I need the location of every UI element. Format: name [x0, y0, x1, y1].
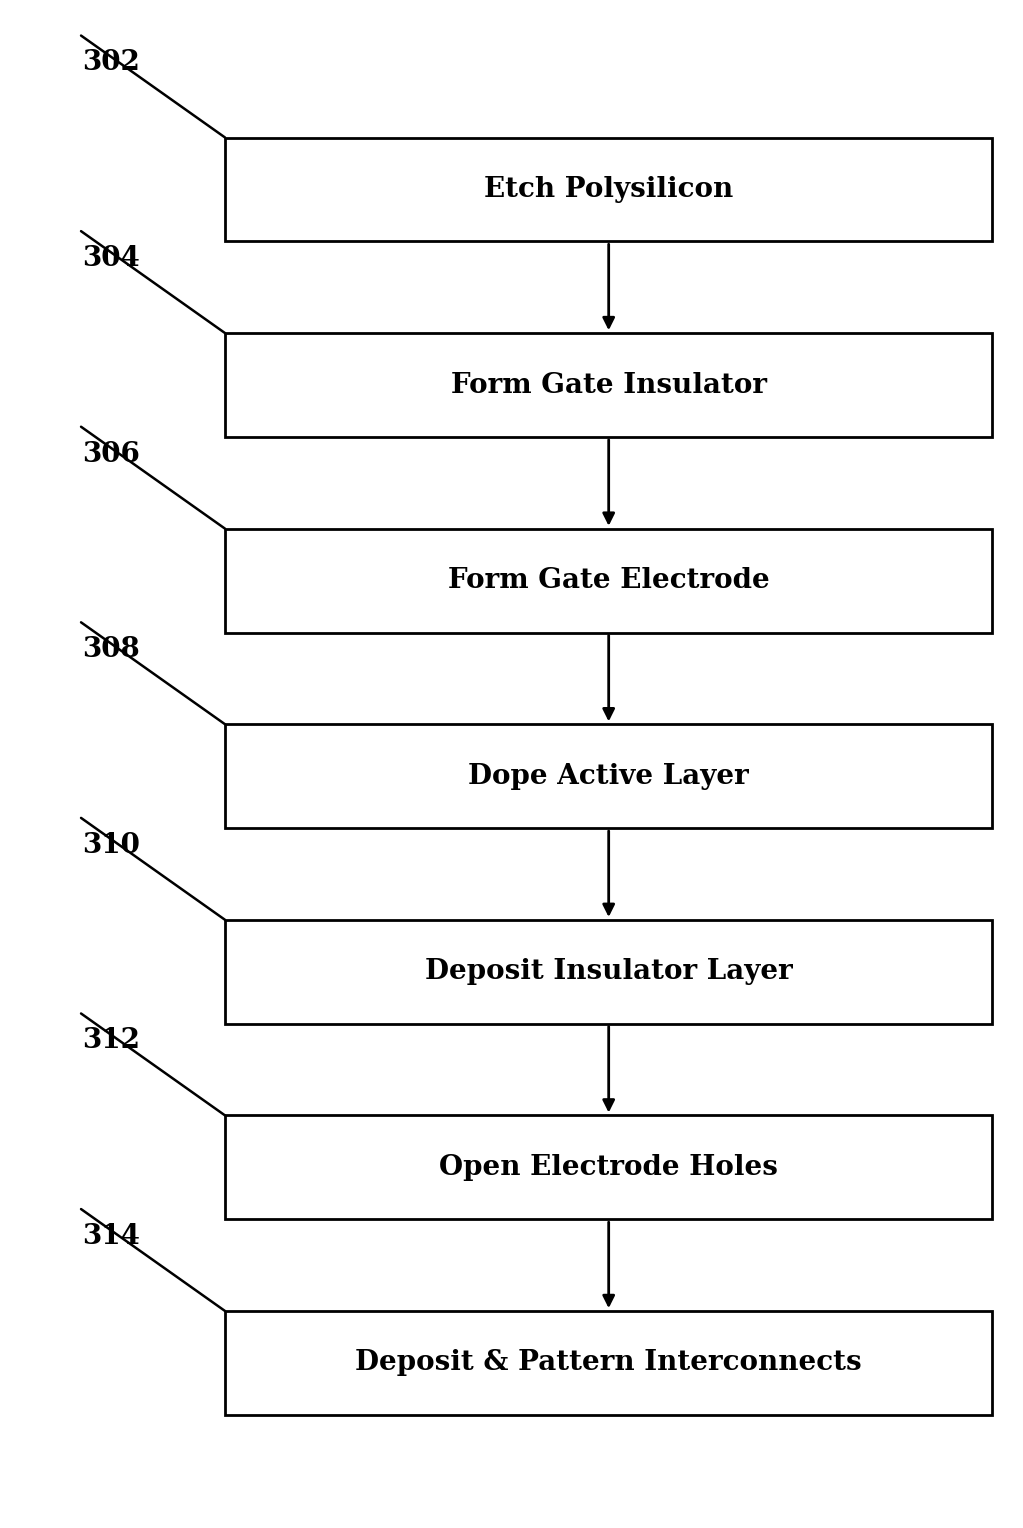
Text: Deposit & Pattern Interconnects: Deposit & Pattern Interconnects — [355, 1349, 862, 1377]
Bar — [225, 920, 992, 1024]
Text: 310: 310 — [82, 831, 140, 859]
Bar — [225, 529, 992, 633]
Text: 312: 312 — [82, 1027, 140, 1054]
Text: 304: 304 — [82, 244, 139, 272]
Text: Form Gate Insulator: Form Gate Insulator — [451, 371, 766, 399]
Bar — [225, 1115, 992, 1219]
Text: Form Gate Electrode: Form Gate Electrode — [448, 567, 769, 594]
Text: 314: 314 — [82, 1222, 140, 1250]
Text: 306: 306 — [82, 440, 140, 468]
Text: Dope Active Layer: Dope Active Layer — [469, 762, 749, 790]
Bar — [225, 1311, 992, 1415]
Bar — [225, 138, 992, 241]
Text: Open Electrode Holes: Open Electrode Holes — [439, 1154, 779, 1181]
Text: 302: 302 — [82, 49, 140, 76]
Bar — [225, 333, 992, 437]
Text: Deposit Insulator Layer: Deposit Insulator Layer — [425, 958, 793, 986]
Text: Etch Polysilicon: Etch Polysilicon — [484, 176, 733, 203]
Bar — [225, 724, 992, 828]
Text: 308: 308 — [82, 636, 139, 663]
